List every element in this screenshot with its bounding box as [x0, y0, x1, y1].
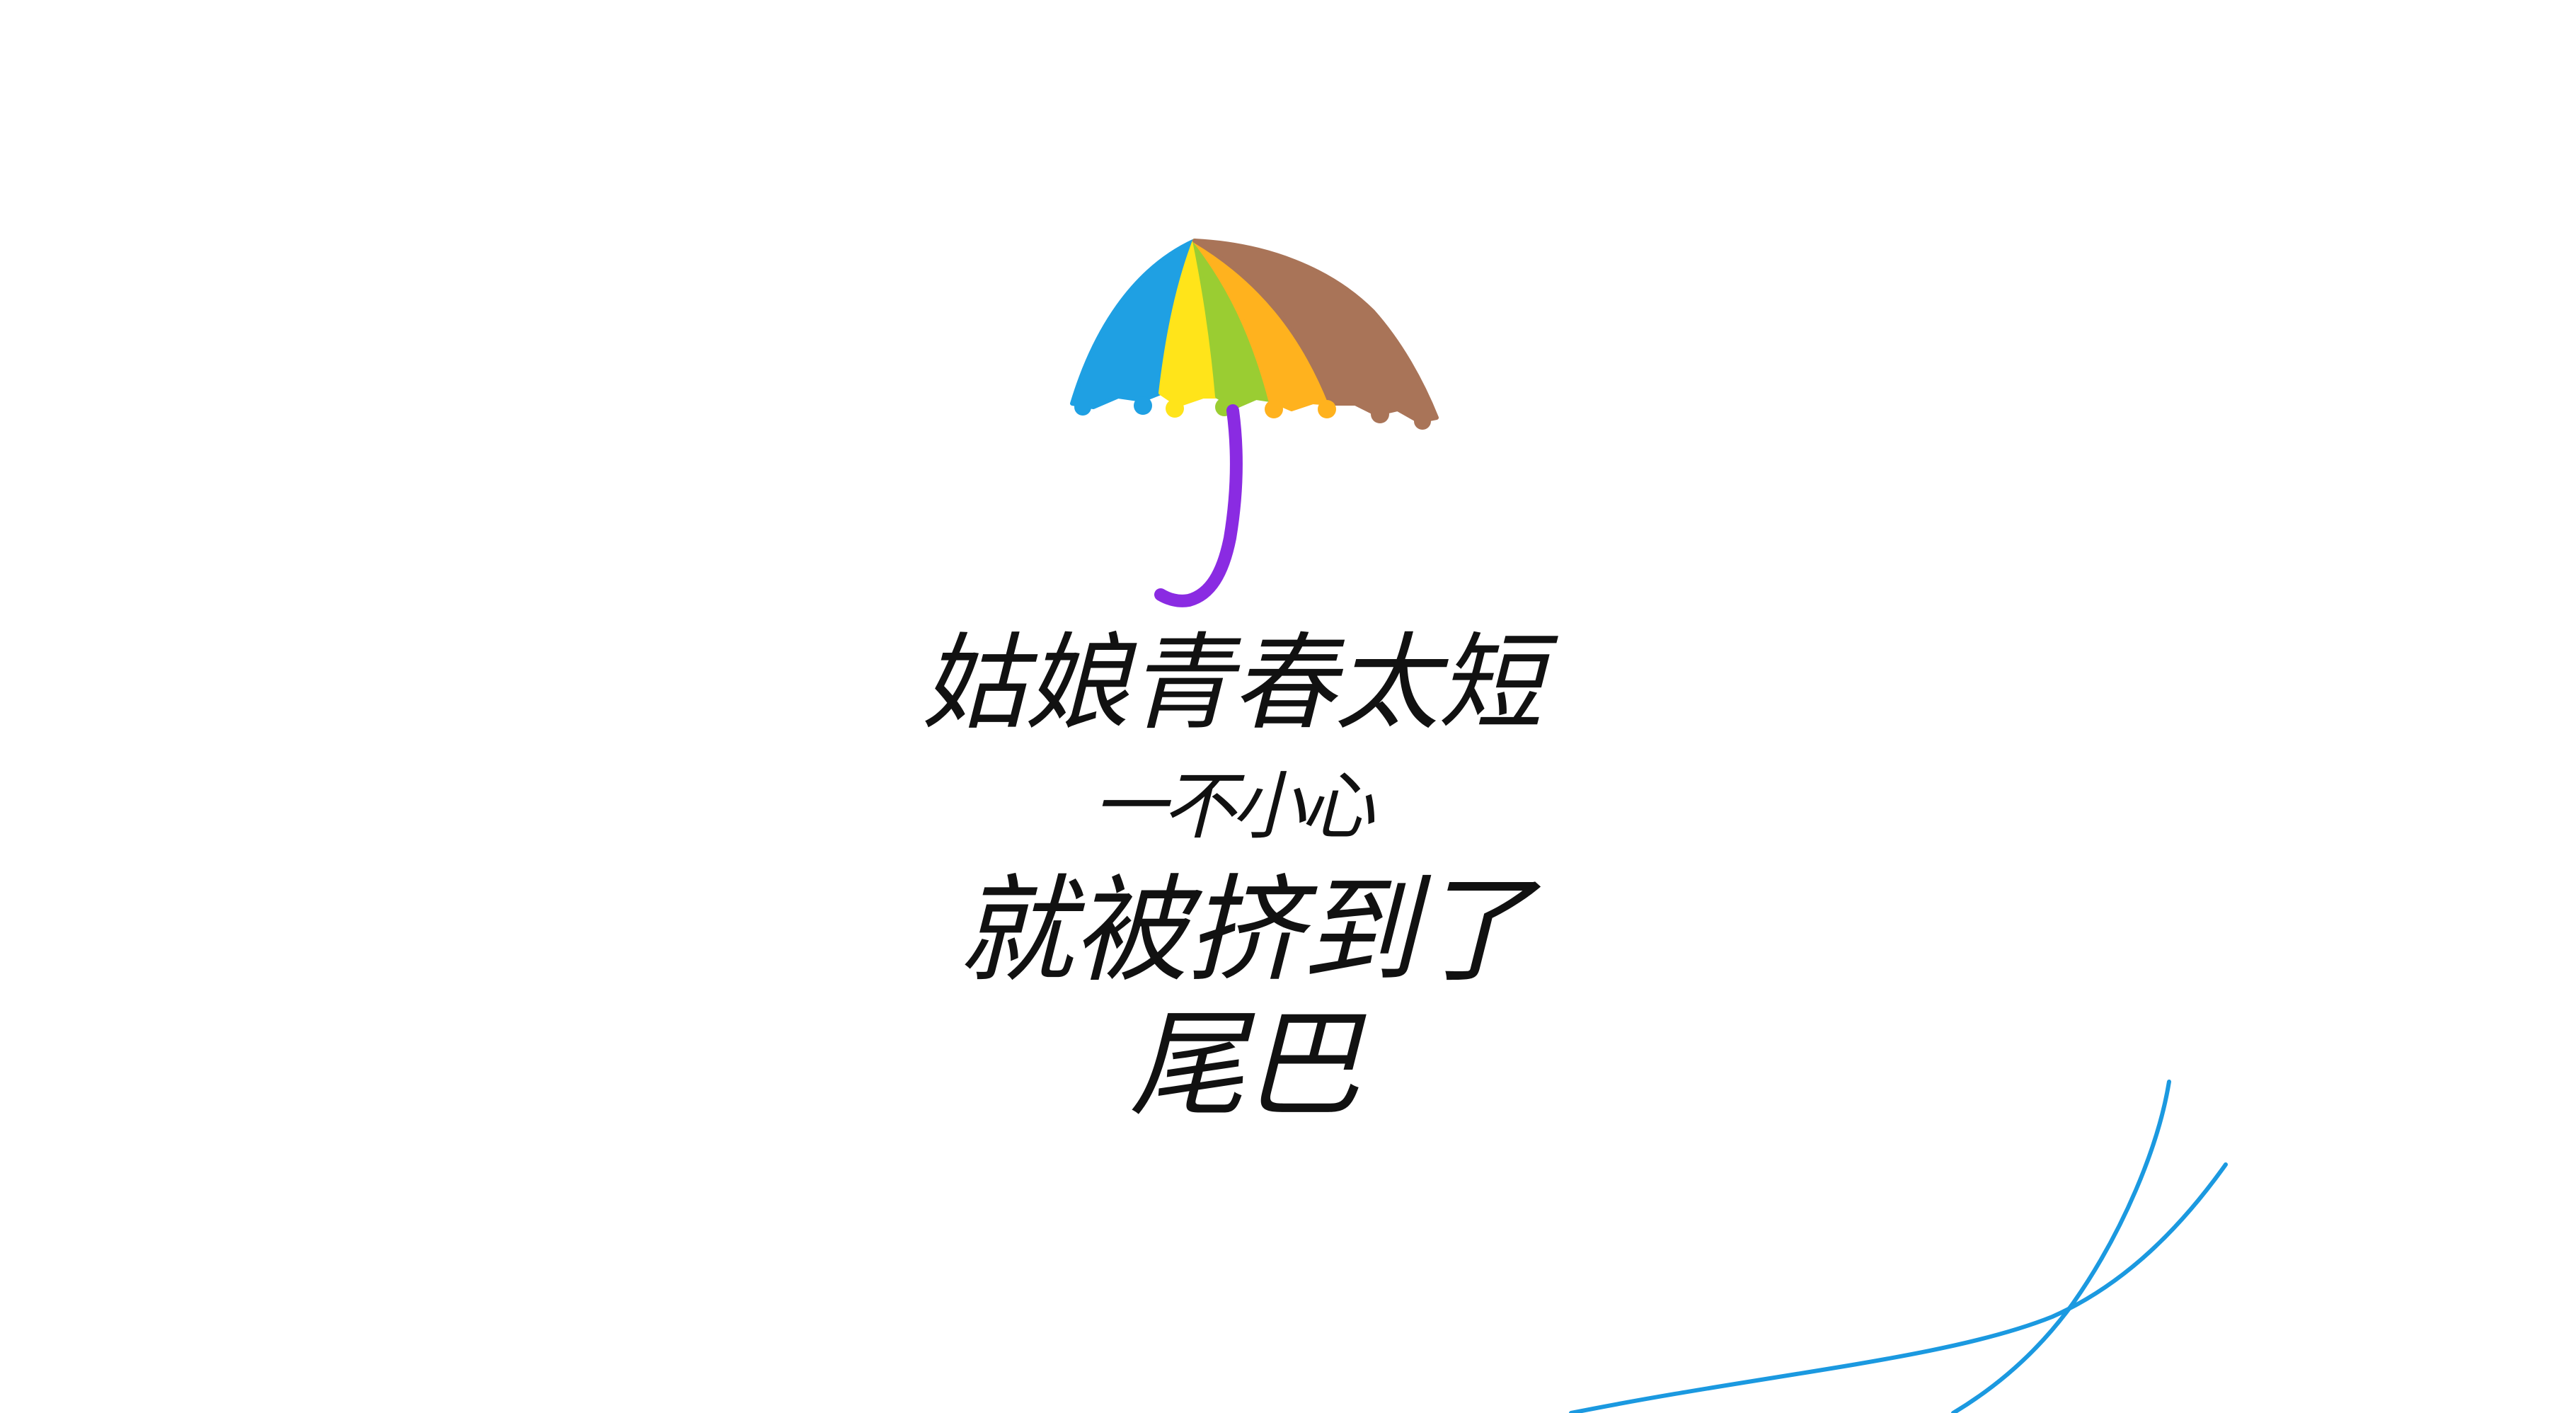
umbrella-handle — [1154, 404, 1243, 607]
poem-text-block: 姑娘青春太短 一不小心 就被挤到了尾巴 — [892, 623, 1571, 1133]
poem-line-1: 姑娘青春太短 — [921, 622, 1543, 744]
umbrella-scallop — [1318, 400, 1336, 418]
umbrella-scallop — [1371, 405, 1389, 423]
umbrella-scallop — [1166, 399, 1184, 418]
umbrella-icon — [1070, 239, 1439, 430]
poem-line-2: 一不小心 — [1092, 763, 1374, 849]
blue-curve-line-2 — [1569, 1162, 2228, 1413]
blue-curve-line-1 — [1951, 1080, 2171, 1413]
umbrella-scallop — [1414, 413, 1431, 430]
blue-curve-lines — [1569, 1080, 2228, 1413]
umbrella-segment-brown — [1192, 239, 1439, 423]
umbrella-scallop — [1134, 396, 1152, 415]
umbrella-scallop — [1074, 399, 1091, 416]
umbrella-scallop — [1265, 400, 1283, 418]
poem-line-3: 就被挤到了尾巴 — [957, 863, 1532, 1133]
